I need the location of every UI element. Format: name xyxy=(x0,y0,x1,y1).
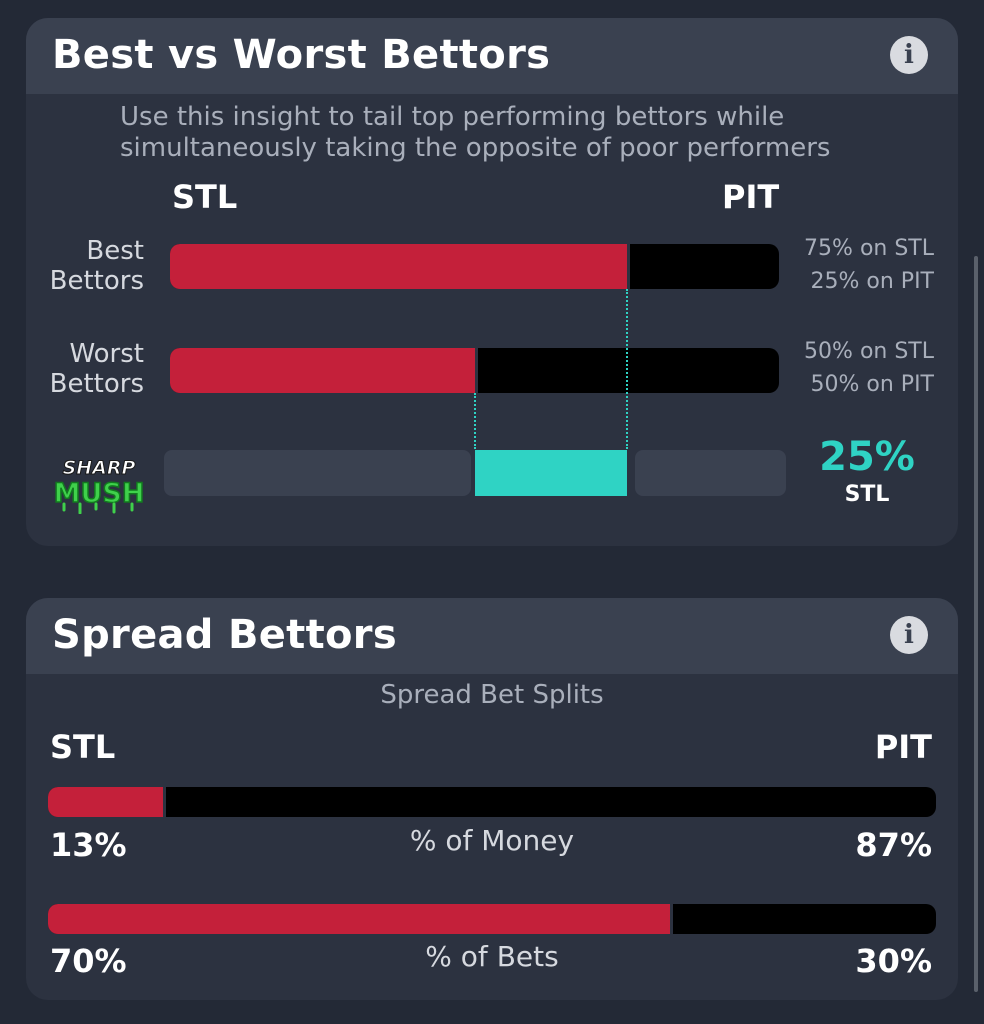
bets-split-bar xyxy=(48,904,936,934)
team-label-stl: STL xyxy=(172,178,238,216)
team-label-stl: STL xyxy=(50,728,116,766)
difference-value: 25% xyxy=(819,434,915,480)
card-subtitle: Use this insight to tail top performing … xyxy=(120,102,831,163)
money-stl-pct: 13% xyxy=(50,826,127,864)
best-vs-worst-card: Best vs Worst Bettors i Use this insight… xyxy=(26,18,958,546)
pit-split-text: 50% on PIT xyxy=(810,372,934,397)
info-icon[interactable]: i xyxy=(890,616,928,654)
bets-pit-pct: 30% xyxy=(855,942,932,980)
money-label: % of Money xyxy=(409,824,575,857)
worst-bettors-bar xyxy=(170,348,779,393)
stl-split-text: 50% on STL xyxy=(804,339,934,364)
row-label-line: Best xyxy=(86,236,144,266)
pit-split-text: 25% on PIT xyxy=(810,269,934,294)
logo-text-mush: MUSH xyxy=(54,478,145,509)
row-label-best: Best Bettors xyxy=(26,236,144,296)
row-label-line: Bettors xyxy=(49,266,144,296)
logo-drips xyxy=(62,502,134,514)
bets-stl-pct: 70% xyxy=(50,942,127,980)
stl-split-text: 75% on STL xyxy=(804,236,934,261)
spread-subtitle: Spread Bet Splits xyxy=(380,680,604,710)
team-label-pit: PIT xyxy=(874,728,932,766)
row-label-line: Bettors xyxy=(49,369,144,399)
worst-bettors-split: 50% on STL 50% on PIT xyxy=(778,335,934,401)
spread-bettors-card: Spread Bettors i Spread Bet Splits STL P… xyxy=(26,598,958,1000)
scrollbar[interactable] xyxy=(974,256,978,992)
difference-bar-right xyxy=(634,450,786,496)
stl-bar-fill xyxy=(48,787,167,817)
row-label-line: Worst xyxy=(69,339,144,369)
money-split-bar xyxy=(48,787,936,817)
sharp-mush-logo: SHARP MUSH xyxy=(53,457,145,514)
team-label-pit: PIT xyxy=(722,178,780,216)
bets-label: % of Bets xyxy=(425,940,559,973)
stl-bar-fill xyxy=(48,904,673,934)
row-label-worst: Worst Bettors xyxy=(26,339,144,399)
best-dotted-guide xyxy=(625,289,628,449)
difference-team: STL xyxy=(844,482,890,507)
card-header: Spread Bettors i xyxy=(26,598,958,674)
stl-bar-fill xyxy=(170,244,630,289)
card-header: Best vs Worst Bettors i xyxy=(26,18,958,94)
money-pit-pct: 87% xyxy=(855,826,932,864)
info-icon[interactable]: i xyxy=(890,36,928,74)
card-title: Best vs Worst Bettors xyxy=(52,32,551,78)
worst-dotted-guide xyxy=(473,393,476,449)
best-bettors-bar xyxy=(170,244,779,289)
best-bettors-split: 75% on STL 25% on PIT xyxy=(778,232,934,298)
logo-text-sharp: SHARP xyxy=(63,457,136,479)
difference-bar-fill xyxy=(474,450,627,496)
difference-bar-left xyxy=(164,450,471,496)
stl-bar-fill xyxy=(170,348,478,393)
card-title: Spread Bettors xyxy=(52,612,397,658)
